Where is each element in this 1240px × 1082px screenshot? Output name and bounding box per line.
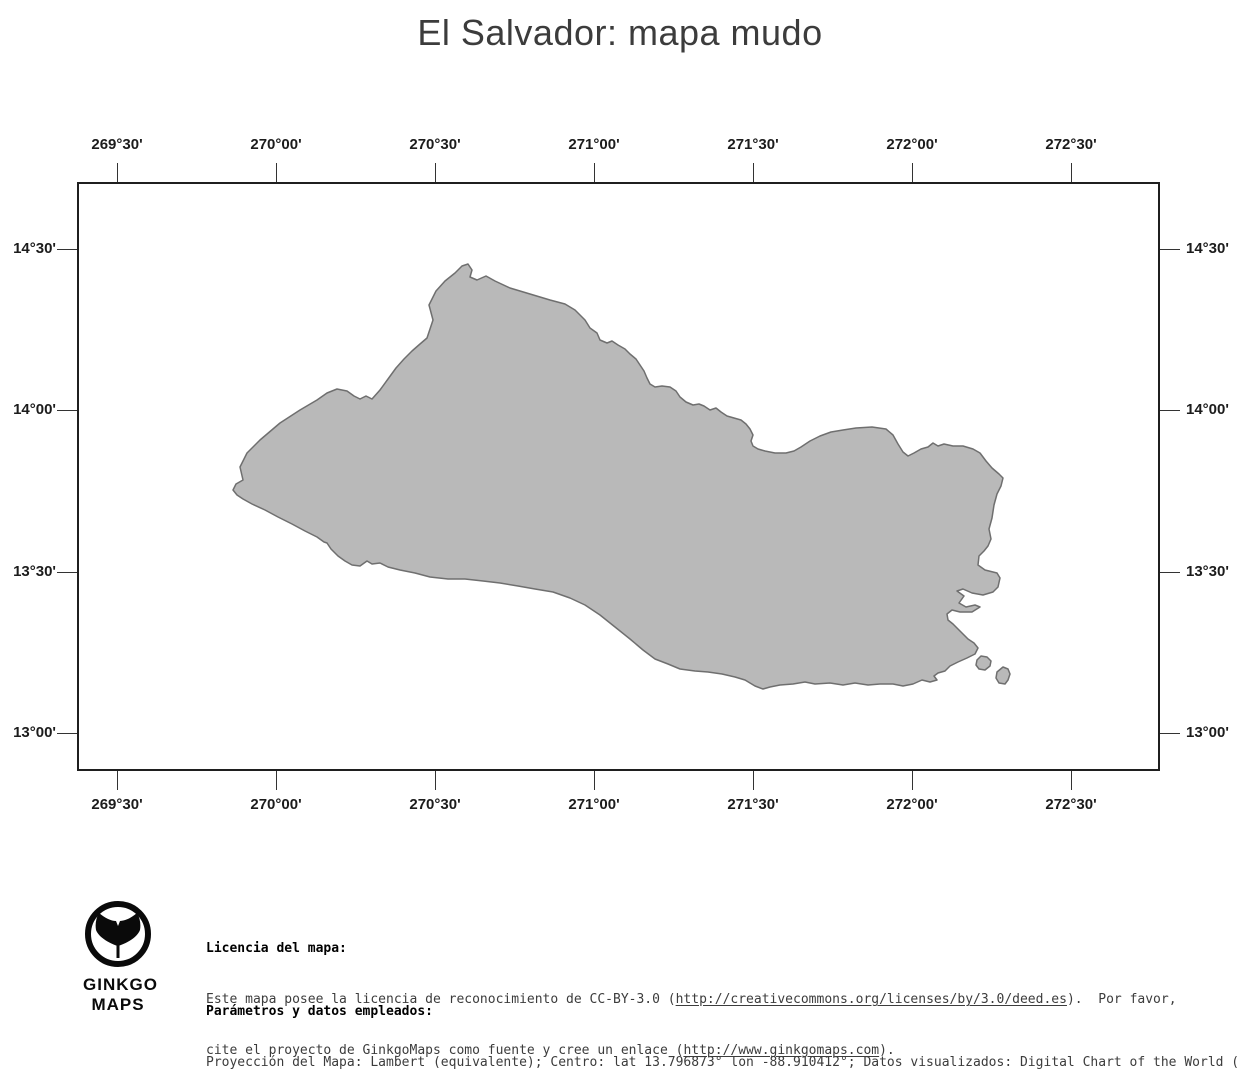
lat-label-right-0: 14°30' <box>1186 240 1229 257</box>
lon-tick-bottom-5 <box>912 771 913 790</box>
license-line-1: Este mapa posee la licencia de reconocim… <box>206 991 1177 1008</box>
lon-label-bottom-4: 271°30' <box>727 796 779 813</box>
lon-label-bottom-0: 269°30' <box>91 796 143 813</box>
island-2 <box>995 666 1011 685</box>
params-block: Parámetros y datos empleados: Proyección… <box>206 969 1240 1082</box>
lon-tick-top-3 <box>594 163 595 182</box>
lon-tick-top-4 <box>753 163 754 182</box>
lat-tick-left-2 <box>57 572 77 573</box>
ginkgo-leaf-icon <box>85 901 151 967</box>
creativecommons-link[interactable]: http://creativecommons.org/licenses/by/3… <box>675 992 1067 1007</box>
lat-tick-right-2 <box>1160 572 1180 573</box>
lat-tick-right-3 <box>1160 733 1180 734</box>
lat-tick-right-1 <box>1160 410 1180 411</box>
lon-label-top-6: 272°30' <box>1045 136 1097 153</box>
lon-label-top-3: 271°00' <box>568 136 620 153</box>
lon-label-top-5: 272°00' <box>886 136 938 153</box>
license-heading: Licencia del mapa: <box>206 941 347 956</box>
lon-tick-top-5 <box>912 163 913 182</box>
page-title: El Salvador: mapa mudo <box>417 12 823 53</box>
ginkgomaps-link[interactable]: http://www.ginkgomaps.com <box>683 1043 880 1058</box>
lon-tick-bottom-6 <box>1071 771 1072 790</box>
lon-tick-bottom-2 <box>435 771 436 790</box>
lat-tick-left-0 <box>57 249 77 250</box>
lon-label-top-0: 269°30' <box>91 136 143 153</box>
lat-label-left-2: 13°30' <box>13 563 56 580</box>
ginkgo-logo: GINKGO MAPS <box>83 900 158 1015</box>
lon-label-bottom-6: 272°30' <box>1045 796 1097 813</box>
lat-label-left-1: 14°00' <box>13 401 56 418</box>
lon-tick-top-6 <box>1071 163 1072 182</box>
lon-label-top-4: 271°30' <box>727 136 779 153</box>
lat-label-right-3: 13°00' <box>1186 724 1229 741</box>
lon-label-top-1: 270°00' <box>250 136 302 153</box>
lon-tick-bottom-3 <box>594 771 595 790</box>
logo-text-line1: GINKGO <box>83 975 158 994</box>
lon-tick-bottom-1 <box>276 771 277 790</box>
license-line2-post: ). <box>879 1043 895 1058</box>
country-silhouette-el-salvador <box>232 263 1004 690</box>
lat-label-left-0: 14°30' <box>13 240 56 257</box>
lat-label-left-3: 13°00' <box>13 724 56 741</box>
lon-label-bottom-3: 271°00' <box>568 796 620 813</box>
lat-tick-left-3 <box>57 733 77 734</box>
license-line2-pre: cite el proyecto de GinkgoMaps como fuen… <box>206 1043 684 1058</box>
lat-label-right-2: 13°30' <box>1186 563 1229 580</box>
map-frame <box>77 182 1160 771</box>
license-line-2: cite el proyecto de GinkgoMaps como fuen… <box>206 1042 1177 1059</box>
license-line1-post: ). Por favor, <box>1066 992 1177 1007</box>
lon-label-bottom-2: 270°30' <box>409 796 461 813</box>
lon-label-bottom-5: 272°00' <box>886 796 938 813</box>
lon-tick-bottom-4 <box>753 771 754 790</box>
lat-tick-right-0 <box>1160 249 1180 250</box>
lon-label-top-2: 270°30' <box>409 136 461 153</box>
license-block: Licencia del mapa: Este mapa posee la li… <box>206 906 1177 1082</box>
lon-tick-top-0 <box>117 163 118 182</box>
lat-label-right-1: 14°00' <box>1186 401 1229 418</box>
map-canvas <box>232 263 1011 690</box>
params-heading: Parámetros y datos empleados: <box>206 1004 433 1019</box>
lon-label-bottom-1: 270°00' <box>250 796 302 813</box>
logo-text-line2: MAPS <box>91 995 145 1014</box>
params-line-1: Proyección del Mapa: Lambert (equivalent… <box>206 1055 1240 1070</box>
lon-tick-top-2 <box>435 163 436 182</box>
lon-tick-top-1 <box>276 163 277 182</box>
lon-tick-bottom-0 <box>117 771 118 790</box>
island-1 <box>975 655 992 671</box>
lat-tick-left-1 <box>57 410 77 411</box>
license-line1-pre: Este mapa posee la licencia de reconocim… <box>206 992 676 1007</box>
